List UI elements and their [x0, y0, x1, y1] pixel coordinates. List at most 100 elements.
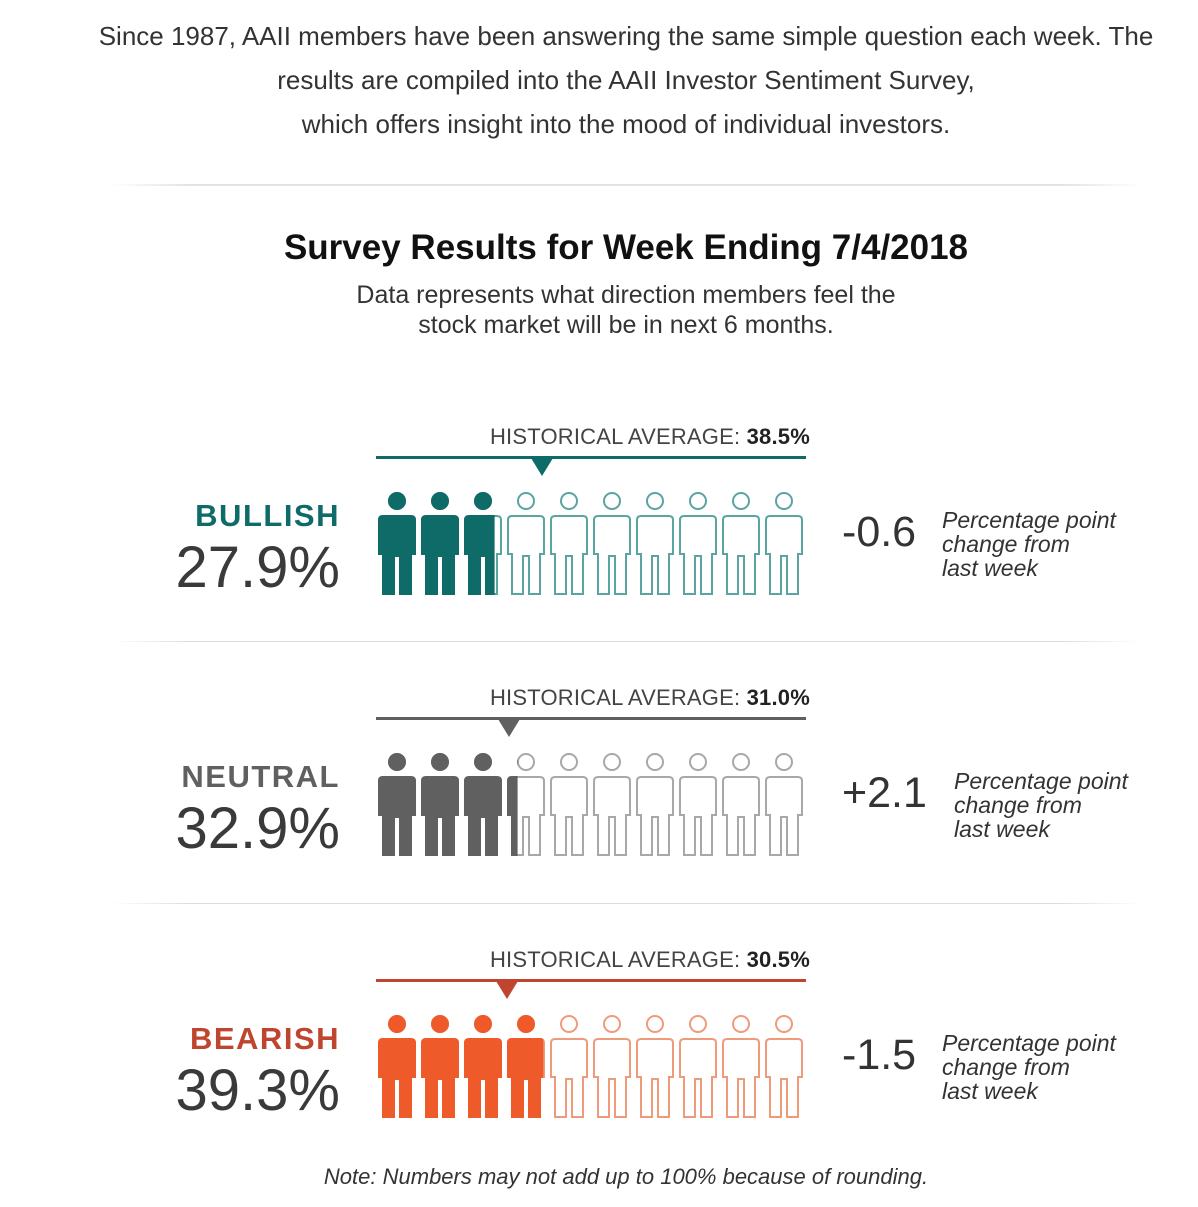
person-head-outline [689, 492, 707, 510]
person-head-filled [431, 753, 449, 771]
person-fill [464, 753, 502, 856]
person-body-outline [507, 515, 545, 595]
person-fill [507, 758, 518, 856]
person-body-outline [722, 515, 760, 595]
intro-line-3: which offers insight into the mood of in… [301, 109, 951, 139]
person-fill [378, 1015, 416, 1118]
person-icon [636, 1015, 674, 1118]
person-body-outline [765, 515, 803, 595]
bearish-historical-line [376, 979, 806, 982]
person-body-outline [679, 1038, 717, 1118]
bullish-historical-marker [530, 458, 553, 476]
neutral-change: +2.1 [842, 769, 927, 817]
row-divider [110, 903, 1142, 904]
person-fill [507, 1015, 544, 1118]
historical-average-prefix: HISTORICAL AVERAGE: [489, 947, 747, 972]
change-desc-line-2: change from [942, 531, 1070, 557]
change-desc-line-1: Percentage point [942, 507, 1116, 533]
person-icon [421, 1015, 459, 1118]
person-body-outline [765, 1038, 803, 1118]
bearish-row: HISTORICAL AVERAGE: 30.5% BEARISH 39.3% … [0, 947, 1198, 1207]
person-icon [679, 753, 717, 856]
change-desc-line-2: change from [954, 792, 1082, 818]
person-body-outline [636, 515, 674, 595]
person-icon [378, 753, 416, 856]
person-body-filled [464, 515, 495, 595]
person-body-filled [421, 515, 459, 595]
person-head-outline [560, 1015, 578, 1033]
person-icon [507, 492, 545, 595]
person-head-outline [560, 492, 578, 510]
person-head-filled [474, 1015, 492, 1033]
person-head-filled [431, 1015, 449, 1033]
rounding-note: Note: Numbers may not add up to 100% bec… [323, 1164, 929, 1189]
person-body-filled [507, 776, 518, 856]
person-fill [421, 753, 459, 856]
bearish-percent: 39.3% [175, 1058, 340, 1123]
neutral-historical-average-value: 31.0% [746, 685, 810, 710]
person-body-filled [464, 1038, 502, 1118]
person-icon [507, 1015, 545, 1118]
person-icon [378, 492, 416, 595]
person-fill [378, 492, 416, 595]
change-desc-line-1: Percentage point [954, 768, 1128, 794]
person-icon [722, 753, 760, 856]
neutral-historical-marker [498, 719, 521, 737]
person-icon [550, 753, 588, 856]
bearish-change-description: Percentage point change from last week [942, 1031, 1162, 1103]
person-fill [464, 492, 495, 595]
person-head-outline [517, 492, 535, 510]
person-head-outline [775, 492, 793, 510]
person-head-outline [603, 492, 621, 510]
person-body-outline [550, 515, 588, 595]
person-head-filled [517, 1015, 535, 1033]
neutral-pictogram [378, 753, 803, 856]
person-body-outline [765, 776, 803, 856]
person-icon [421, 753, 459, 856]
person-icon [464, 753, 502, 856]
person-body-outline [679, 515, 717, 595]
person-head-outline [732, 1015, 750, 1033]
person-head-outline [603, 753, 621, 771]
person-fill [378, 753, 416, 856]
change-desc-line-2: change from [942, 1054, 1070, 1080]
person-icon [679, 1015, 717, 1118]
person-head-outline [732, 753, 750, 771]
person-body-outline [593, 515, 631, 595]
person-body-filled [378, 1038, 416, 1118]
person-icon [765, 492, 803, 595]
person-head-outline [732, 492, 750, 510]
person-body-filled [378, 515, 416, 595]
neutral-percent: 32.9% [175, 796, 340, 861]
bullish-percent: 27.9% [175, 535, 340, 600]
intro-line-1: Since 1987, AAII members have been answe… [98, 21, 1154, 51]
intro-line-2: results are compiled into the AAII Inves… [277, 65, 975, 95]
person-icon [550, 1015, 588, 1118]
person-icon [550, 492, 588, 595]
person-icon [765, 1015, 803, 1118]
person-icon [722, 1015, 760, 1118]
person-icon [593, 1015, 631, 1118]
person-icon [593, 753, 631, 856]
row-divider [110, 641, 1142, 642]
person-head-outline [560, 753, 578, 771]
change-desc-line-3: last week [954, 816, 1050, 842]
person-body-outline [722, 1038, 760, 1118]
person-head-outline [689, 753, 707, 771]
person-icon [593, 492, 631, 595]
survey-title: Survey Results for Week Ending 7/4/2018 [283, 228, 969, 267]
change-desc-line-3: last week [942, 1078, 1038, 1104]
person-body-outline [593, 776, 631, 856]
person-body-filled [507, 1038, 544, 1118]
person-body-outline [679, 776, 717, 856]
person-icon [722, 492, 760, 595]
person-head-filled [388, 1015, 406, 1033]
person-head-outline [689, 1015, 707, 1033]
neutral-label: NEUTRAL [181, 759, 340, 794]
person-head-outline [646, 753, 664, 771]
change-desc-line-3: last week [942, 555, 1038, 581]
person-body-outline [550, 776, 588, 856]
bearish-change: -1.5 [842, 1031, 917, 1079]
person-icon [679, 492, 717, 595]
person-body-outline [550, 1038, 588, 1118]
